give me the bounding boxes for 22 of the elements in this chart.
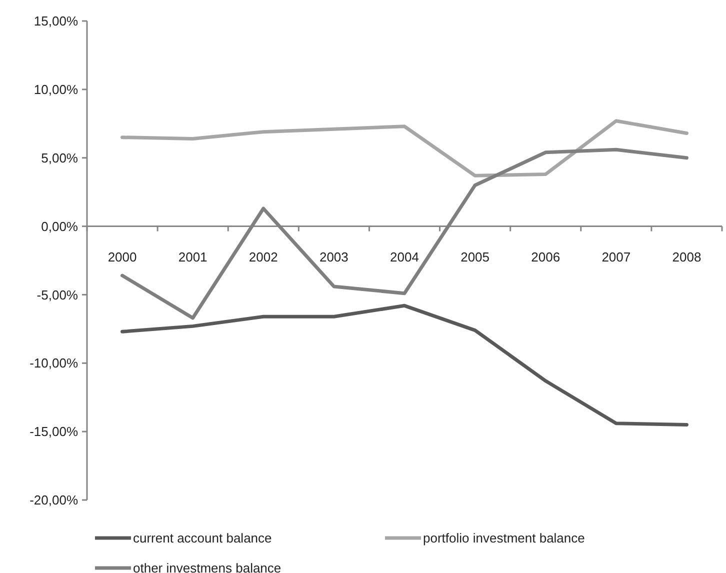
legend-label: current account balance: [133, 530, 272, 546]
y-tick-label: 5,00%: [41, 150, 78, 166]
x-tick-label: 2002: [248, 249, 278, 264]
x-tick-label: 2005: [460, 249, 490, 264]
y-tick-label: -20,00%: [30, 492, 78, 508]
legend-label: other investmens balance: [133, 560, 282, 573]
y-tick-label: 0,00%: [41, 218, 78, 234]
y-tick-label: -15,00%: [30, 424, 78, 440]
x-tick-label: 2003: [319, 249, 348, 264]
line-series: [120, 119, 688, 178]
x-tick-label: 2004: [390, 249, 419, 264]
x-tick-label: 2008: [672, 249, 702, 264]
x-tick-label: 2000: [108, 249, 137, 264]
y-tick-label: 15,00%: [34, 14, 78, 29]
y-tick-label: -10,00%: [30, 356, 78, 371]
legend-label: portfolio investment balance: [423, 530, 585, 546]
line-series: [120, 304, 688, 426]
x-tick-label: 2001: [178, 249, 208, 264]
x-tick-label: 2007: [602, 249, 631, 264]
y-tick-label: -5,00%: [36, 287, 78, 302]
y-tick-label: 10,00%: [34, 82, 78, 97]
x-tick-label: 2006: [531, 249, 560, 264]
